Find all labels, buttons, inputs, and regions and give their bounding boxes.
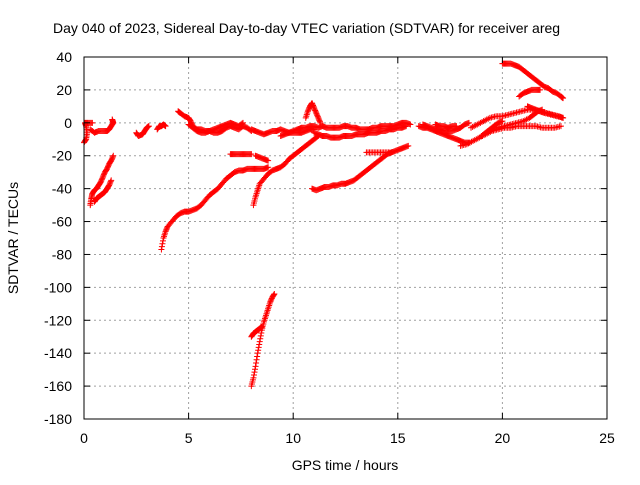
y-axis-label: SDTVAR / TECUs [5, 182, 21, 294]
data-point [317, 119, 324, 126]
data-point [557, 123, 564, 130]
data-point [253, 360, 260, 367]
series-seg28 [524, 103, 567, 121]
series-seg15 [302, 100, 324, 126]
data-point [453, 123, 460, 130]
series-seg25 [499, 60, 567, 102]
y-tick-label: -60 [52, 214, 72, 230]
x-tick-label: 15 [390, 430, 406, 446]
x-tick-label: 20 [495, 430, 511, 446]
data-point [257, 332, 264, 339]
data-point [405, 142, 412, 149]
series-seg9 [185, 119, 246, 136]
data-point [403, 123, 410, 130]
data-point [145, 123, 152, 130]
series-seg2 [87, 152, 117, 209]
data-point [158, 246, 165, 253]
x-tick-label: 0 [80, 430, 88, 446]
data-point [256, 338, 263, 345]
chart-title: Day 040 of 2023, Sidereal Day-to-day VTE… [53, 20, 560, 36]
data-point [248, 151, 255, 158]
x-axis: 0 5 10 15 20 25 [80, 57, 615, 446]
series-seg17 [248, 323, 265, 340]
data-point [560, 95, 567, 102]
data-point [255, 344, 262, 351]
series-seg6 [154, 121, 169, 133]
y-tick-label: -20 [52, 148, 72, 164]
series-seg16 [248, 290, 278, 390]
series-seg29 [478, 118, 506, 139]
y-tick-label: -80 [52, 246, 72, 262]
series-seg7 [158, 164, 272, 253]
series-seg26 [516, 86, 544, 100]
data-point [258, 330, 265, 337]
data-point [159, 237, 166, 244]
y-tick-label: -160 [44, 378, 72, 394]
y-tick-label: -120 [44, 312, 72, 328]
y-tick-label: -180 [44, 411, 72, 427]
x-tick-label: 10 [285, 430, 301, 446]
data-point [250, 371, 257, 378]
data-point [109, 153, 116, 160]
x-tick-label: 25 [599, 430, 615, 446]
y-tick-label: -100 [44, 279, 72, 295]
series-seg27 [488, 123, 564, 135]
data-point [254, 350, 261, 357]
data-point [265, 164, 272, 171]
y-tick-label: -140 [44, 345, 72, 361]
data-point [256, 341, 263, 348]
data-point [238, 120, 245, 127]
plot-frame [83, 56, 608, 420]
x-tick-label: 5 [185, 430, 193, 446]
data-point [316, 118, 323, 125]
series-seg22 [419, 119, 472, 135]
data-point [271, 290, 278, 297]
data-point [499, 118, 506, 125]
x-axis-label: GPS time / hours [292, 457, 399, 473]
series-seg30 [432, 121, 460, 131]
data-point [162, 123, 169, 130]
data-point [89, 119, 96, 126]
y-tick-label: 0 [64, 115, 72, 131]
y-tick-label: 20 [56, 82, 72, 98]
data-point [251, 369, 258, 376]
series-seg3 [91, 177, 115, 205]
data-point [252, 363, 259, 370]
data-point [560, 114, 567, 121]
data-point [254, 353, 261, 360]
series-seg5 [133, 123, 152, 139]
data-series [81, 60, 567, 390]
data-point [407, 121, 414, 128]
data-point [253, 356, 260, 363]
data-point [258, 323, 265, 330]
series-seg4 [87, 116, 117, 136]
data-point [108, 177, 115, 184]
data-point [110, 152, 117, 159]
data-point [109, 116, 116, 123]
series-seg20 [363, 149, 395, 156]
data-point [537, 86, 544, 93]
data-point [158, 243, 165, 250]
y-tick-label: -40 [52, 181, 72, 197]
series-seg14 [252, 152, 272, 164]
series-seg19 [311, 123, 410, 141]
data-point [265, 157, 272, 164]
data-point [250, 374, 257, 381]
y-axis: -180 -160 -140 -120 -100 -80 -60 -40 -20 0 20 40 [44, 49, 607, 427]
data-point [465, 119, 472, 126]
data-point [239, 119, 246, 126]
data-point [270, 291, 277, 298]
data-point [255, 347, 262, 354]
data-point [257, 335, 264, 342]
data-point [388, 149, 395, 156]
series-seg11 [250, 132, 322, 209]
data-point [252, 366, 259, 373]
y-tick-label: 40 [56, 49, 72, 65]
data-point [107, 178, 114, 185]
series-seg18 [309, 142, 412, 194]
series-seg10 [227, 151, 255, 158]
data-point [159, 240, 166, 247]
